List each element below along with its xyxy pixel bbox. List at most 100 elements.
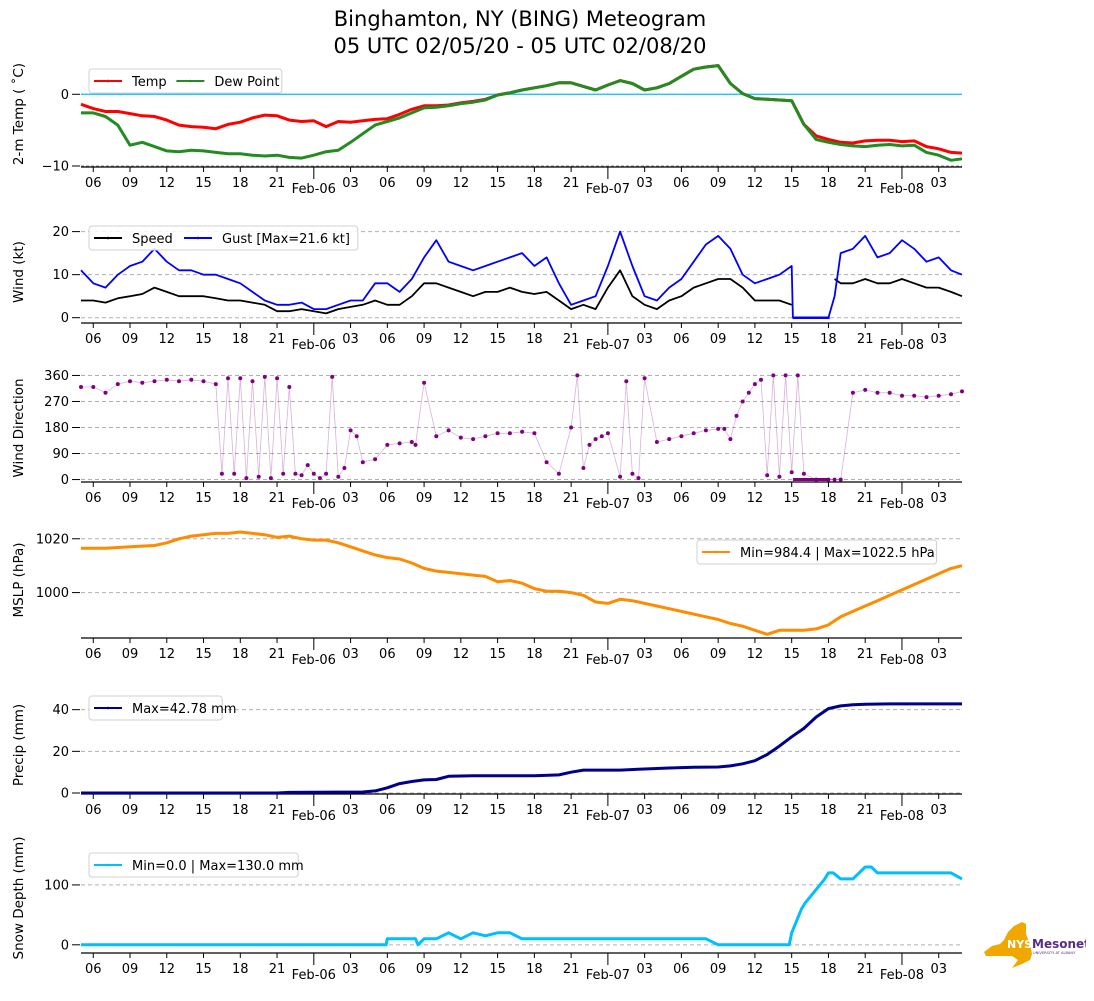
x-tick-label: 15 <box>489 803 506 818</box>
y-axis-label: Wind (kt) <box>11 241 27 303</box>
legend-marker <box>106 236 110 240</box>
x-tick-label: 12 <box>158 176 175 191</box>
x-tick-label: 03 <box>342 962 359 977</box>
legend-box <box>696 539 938 565</box>
x-tick-label: 21 <box>857 647 874 662</box>
x-tick-label: 18 <box>232 491 249 506</box>
x-tick-label: 09 <box>710 647 727 662</box>
wind-direction-point <box>177 379 181 384</box>
x-tick-label: 09 <box>416 491 433 506</box>
x-tick-label: 03 <box>930 491 947 506</box>
wind-direction-point <box>691 431 696 436</box>
wind-direction-point <box>140 380 145 385</box>
x-tick-label: 12 <box>453 647 470 662</box>
wind-direction-point <box>79 385 83 389</box>
y-tick-label: 0 <box>61 938 69 953</box>
wind-direction-point <box>226 376 230 381</box>
x-tick-label: 06 <box>85 647 102 662</box>
x-tick-label: 03 <box>342 332 359 347</box>
x-day-label: Feb-07 <box>586 497 630 512</box>
wind-direction-point <box>900 393 904 398</box>
wind-direction-point <box>244 476 249 481</box>
wind-direction-point <box>795 373 800 378</box>
x-tick-label: 12 <box>747 176 764 191</box>
x-tick-label: 15 <box>783 803 800 818</box>
wind-direction-line <box>81 375 963 480</box>
wind-direction-point <box>783 373 788 378</box>
x-tick-label: 18 <box>820 962 837 977</box>
x-tick-label: 12 <box>453 491 470 506</box>
legend-box <box>88 225 359 251</box>
x-tick-label: 09 <box>122 491 139 506</box>
wind-direction-point <box>446 428 451 433</box>
x-tick-label: 15 <box>195 647 212 662</box>
x-tick-label: 03 <box>930 962 947 977</box>
wind-direction-point <box>385 442 390 447</box>
y-tick-label: 360 <box>44 369 69 384</box>
x-tick-label: 15 <box>783 332 800 347</box>
wind-direction-point <box>593 437 598 442</box>
wind-direction-point <box>128 379 132 384</box>
wind-direction-point <box>581 466 586 470</box>
legend-marker <box>106 863 110 867</box>
wind-direction-point <box>544 460 549 465</box>
y-tick-label: 0 <box>61 473 69 488</box>
x-tick-label: 06 <box>673 491 690 506</box>
x-tick-label: 12 <box>747 962 764 977</box>
wind-direction-point <box>759 377 763 382</box>
x-tick-label: 09 <box>416 647 433 662</box>
chart-title-line1: Binghamton, NY (BING) Meteogram <box>333 7 707 31</box>
y-tick-label: 0 <box>61 311 69 326</box>
legend-label: Max=42.78 mm <box>132 702 236 717</box>
x-tick-label: 12 <box>158 647 175 662</box>
wind-direction-point <box>348 428 353 433</box>
wind-direction-point <box>722 426 727 431</box>
wind-direction-point <box>293 471 298 476</box>
x-tick-label: 18 <box>526 491 543 506</box>
x-tick-label: 03 <box>636 647 653 662</box>
y-tick-label: 90 <box>52 447 69 462</box>
x-tick-label: 15 <box>489 176 506 191</box>
x-tick-label: 15 <box>489 491 506 506</box>
wind-direction-point <box>863 387 868 392</box>
y-axis-label: 2-m Temp ( ˚C) <box>10 63 27 165</box>
x-day-label: Feb-08 <box>880 968 924 983</box>
x-tick-label: 06 <box>85 491 102 506</box>
wind-direction-point <box>532 431 537 436</box>
x-day-label: Feb-08 <box>880 809 924 824</box>
x-tick-label: 18 <box>820 176 837 191</box>
wind-direction-point <box>520 429 525 434</box>
y-tick-label: 20 <box>52 745 69 760</box>
legend-box <box>88 695 223 721</box>
x-tick-label: 21 <box>563 332 580 347</box>
x-tick-label: 18 <box>526 962 543 977</box>
x-tick-label: 18 <box>526 176 543 191</box>
wind-direction-point <box>219 471 224 476</box>
x-tick-label: 18 <box>232 803 249 818</box>
wind-direction-point <box>556 471 561 476</box>
x-tick-label: 12 <box>747 803 764 818</box>
wind-direction-point <box>642 376 647 381</box>
wind-direction-point <box>912 393 917 398</box>
wind-direction-point <box>949 392 953 397</box>
x-day-label: Feb-06 <box>292 968 336 983</box>
x-tick-label: 15 <box>195 332 212 347</box>
x-day-label: Feb-07 <box>586 338 630 353</box>
wind-direction-point <box>777 474 782 479</box>
wind-direction-point <box>483 434 488 439</box>
x-tick-label: 03 <box>342 647 359 662</box>
x-day-label: Feb-07 <box>586 968 630 983</box>
x-tick-label: 15 <box>195 176 212 191</box>
x-tick-label: 09 <box>122 332 139 347</box>
wind-direction-point <box>875 390 880 395</box>
x-tick-label: 21 <box>563 176 580 191</box>
wind-direction-point <box>587 442 592 447</box>
x-tick-label: 12 <box>158 962 175 977</box>
y-tick-label: 1020 <box>36 532 69 547</box>
wind-direction-point <box>103 390 108 395</box>
wind-direction-point <box>838 477 843 482</box>
x-tick-label: 18 <box>526 647 543 662</box>
x-day-label: Feb-07 <box>586 182 630 197</box>
x-tick-label: 21 <box>857 962 874 977</box>
